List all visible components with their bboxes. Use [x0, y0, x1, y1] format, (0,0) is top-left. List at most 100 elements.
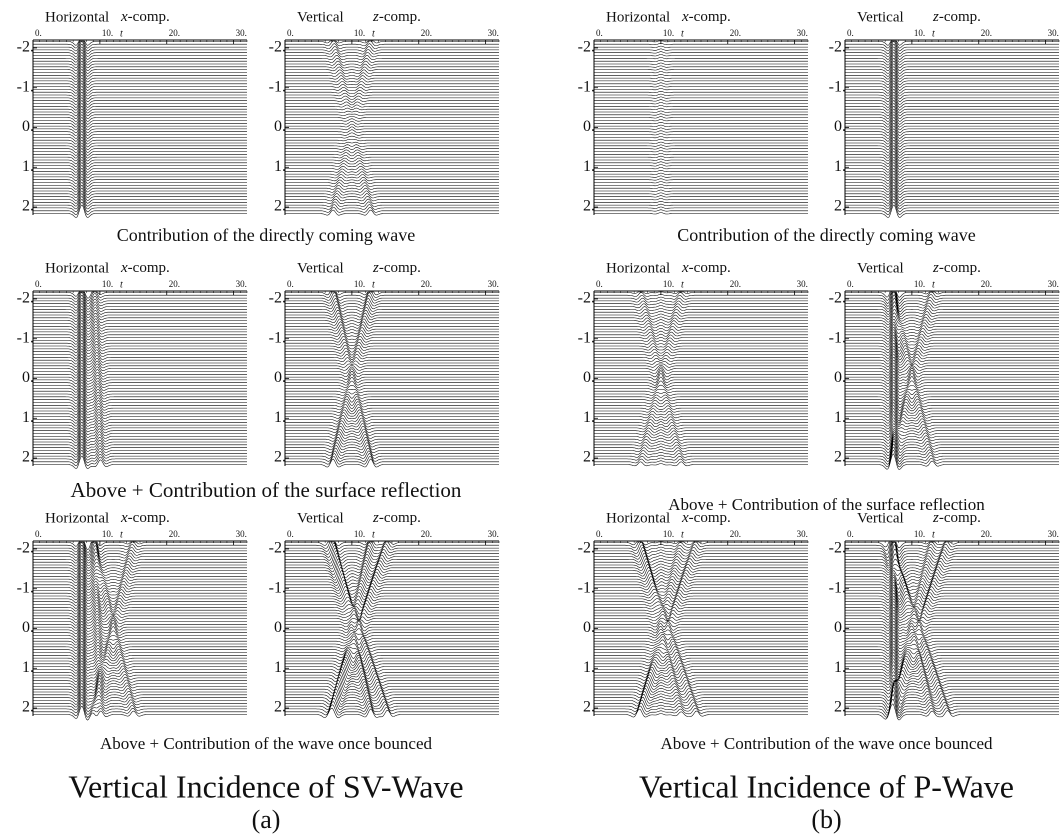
t-label: t — [681, 529, 684, 540]
axis-label: z-comp. — [932, 260, 981, 276]
x-tick-label: 30. — [1048, 279, 1059, 289]
x-tick-label: 20. — [730, 279, 741, 289]
panel: Vertical z-comp. 0. 10. 20. 30. t -2. -1. 0. 1. 2. — [269, 9, 500, 216]
component-label: Vertical — [297, 510, 344, 526]
x-tick-label: 20. — [169, 279, 180, 289]
axis-var: x — [681, 260, 689, 276]
x-tick-label: 30. — [797, 279, 808, 289]
x-tick-label: 10. — [914, 279, 925, 289]
x-tick-label: 20. — [730, 529, 741, 539]
x-tick-label: 30. — [797, 529, 808, 539]
component-label: Horizontal — [606, 260, 670, 276]
x-tick-label: 30. — [488, 279, 499, 289]
axis-label: x-comp. — [681, 9, 731, 25]
component-label: Vertical — [857, 510, 904, 526]
component-label: Vertical — [857, 260, 904, 276]
y-tick-label: 0. — [22, 118, 34, 135]
y-tick-label: 2. — [22, 699, 34, 716]
axis-var: z — [372, 510, 379, 526]
x-tick-label: 0. — [596, 529, 603, 539]
t-label: t — [932, 529, 935, 540]
axis-var: z — [372, 260, 379, 276]
t-label: t — [681, 28, 684, 39]
column-title: Vertical Incidence of P-Wave — [639, 768, 1014, 804]
x-tick-label: 20. — [421, 279, 432, 289]
seismogram-traces — [33, 291, 247, 469]
axis-suffix: -comp. — [939, 510, 981, 526]
y-tick-label: 0. — [274, 118, 286, 135]
axis-label: z-comp. — [372, 260, 421, 276]
t-label: t — [120, 28, 123, 39]
panel: Vertical z-comp. 0. 10. 20. 30. t -2. -1. 0. 1. 2. — [829, 510, 1060, 721]
x-tick-label: 10. — [914, 529, 925, 539]
y-tick-label: 1. — [834, 158, 846, 175]
y-tick-label: -2. — [829, 39, 846, 56]
seismogram-traces — [33, 40, 247, 218]
y-tick-label: -2. — [829, 290, 846, 307]
x-tick-label: 30. — [236, 28, 247, 38]
axis-var: z — [932, 260, 939, 276]
x-tick-label: 20. — [421, 529, 432, 539]
axis-label: x-comp. — [120, 510, 170, 526]
y-tick-label: 0. — [274, 619, 286, 636]
x-tick-label: 20. — [981, 279, 992, 289]
axis-var: x — [120, 260, 128, 276]
t-label: t — [372, 529, 375, 540]
component-label: Horizontal — [45, 510, 109, 526]
x-tick-label: 0. — [287, 279, 294, 289]
column-label: (b) — [811, 805, 841, 834]
panel: Horizontal x-comp. 0. 10. 20. 30. t -2. -1. 0. 1. 2… — [578, 510, 809, 718]
x-tick-label: 0. — [287, 529, 294, 539]
x-tick-label: 30. — [1048, 529, 1059, 539]
y-tick-label: 2. — [22, 449, 34, 466]
component-label: Vertical — [297, 9, 344, 25]
y-tick-label: 2. — [583, 449, 595, 466]
x-tick-label: 20. — [981, 529, 992, 539]
y-tick-label: -2. — [578, 540, 595, 557]
y-tick-label: 1. — [834, 409, 846, 426]
y-tick-label: 0. — [22, 619, 34, 636]
axis-var: x — [681, 9, 689, 25]
panel: Horizontal x-comp. 0. 10. 20. 30. t -2. -1. 0. 1. 2… — [17, 260, 248, 469]
x-tick-label: 20. — [730, 28, 741, 38]
x-tick-label: 10. — [102, 529, 113, 539]
axis-label: x-comp. — [120, 260, 170, 276]
x-tick-label: 30. — [797, 28, 808, 38]
x-tick-label: 10. — [102, 28, 113, 38]
y-tick-label: 0. — [583, 369, 595, 386]
x-tick-label: 0. — [35, 28, 42, 38]
y-tick-label: -1. — [269, 78, 286, 95]
axis-suffix: -comp. — [689, 9, 731, 25]
y-tick-label: -1. — [17, 329, 34, 346]
x-tick-label: 20. — [421, 28, 432, 38]
x-tick-label: 0. — [847, 28, 854, 38]
y-tick-label: 1. — [274, 659, 286, 676]
y-tick-label: 2. — [22, 198, 34, 215]
panel: Horizontal x-comp. 0. 10. 20. 30. t -2. -1. 0. 1. 2… — [17, 9, 248, 218]
y-tick-label: 1. — [583, 158, 595, 175]
x-tick-label: 10. — [354, 279, 365, 289]
x-tick-label: 0. — [847, 529, 854, 539]
x-tick-label: 20. — [169, 529, 180, 539]
seismogram-traces — [594, 291, 808, 467]
seismogram-traces — [594, 40, 808, 215]
row-caption: Above + Contribution of the wave once bo… — [660, 734, 993, 753]
y-tick-label: 2. — [834, 449, 846, 466]
y-tick-label: -1. — [829, 329, 846, 346]
axis-label: z-comp. — [932, 510, 981, 526]
y-tick-label: -2. — [17, 39, 34, 56]
y-tick-label: 2. — [834, 198, 846, 215]
seismogram-traces — [285, 541, 499, 719]
x-tick-label: 20. — [169, 28, 180, 38]
axis-suffix: -comp. — [379, 260, 421, 276]
component-label: Horizontal — [45, 260, 109, 276]
seismogram-traces — [845, 541, 1059, 721]
row-caption: Above + Contribution of the surface refl… — [668, 495, 985, 514]
y-tick-label: -1. — [578, 78, 595, 95]
axis-label: x-comp. — [120, 9, 170, 25]
y-tick-label: 0. — [583, 619, 595, 636]
x-tick-label: 0. — [596, 279, 603, 289]
y-tick-label: -1. — [578, 329, 595, 346]
t-label: t — [372, 28, 375, 39]
x-tick-label: 30. — [488, 529, 499, 539]
